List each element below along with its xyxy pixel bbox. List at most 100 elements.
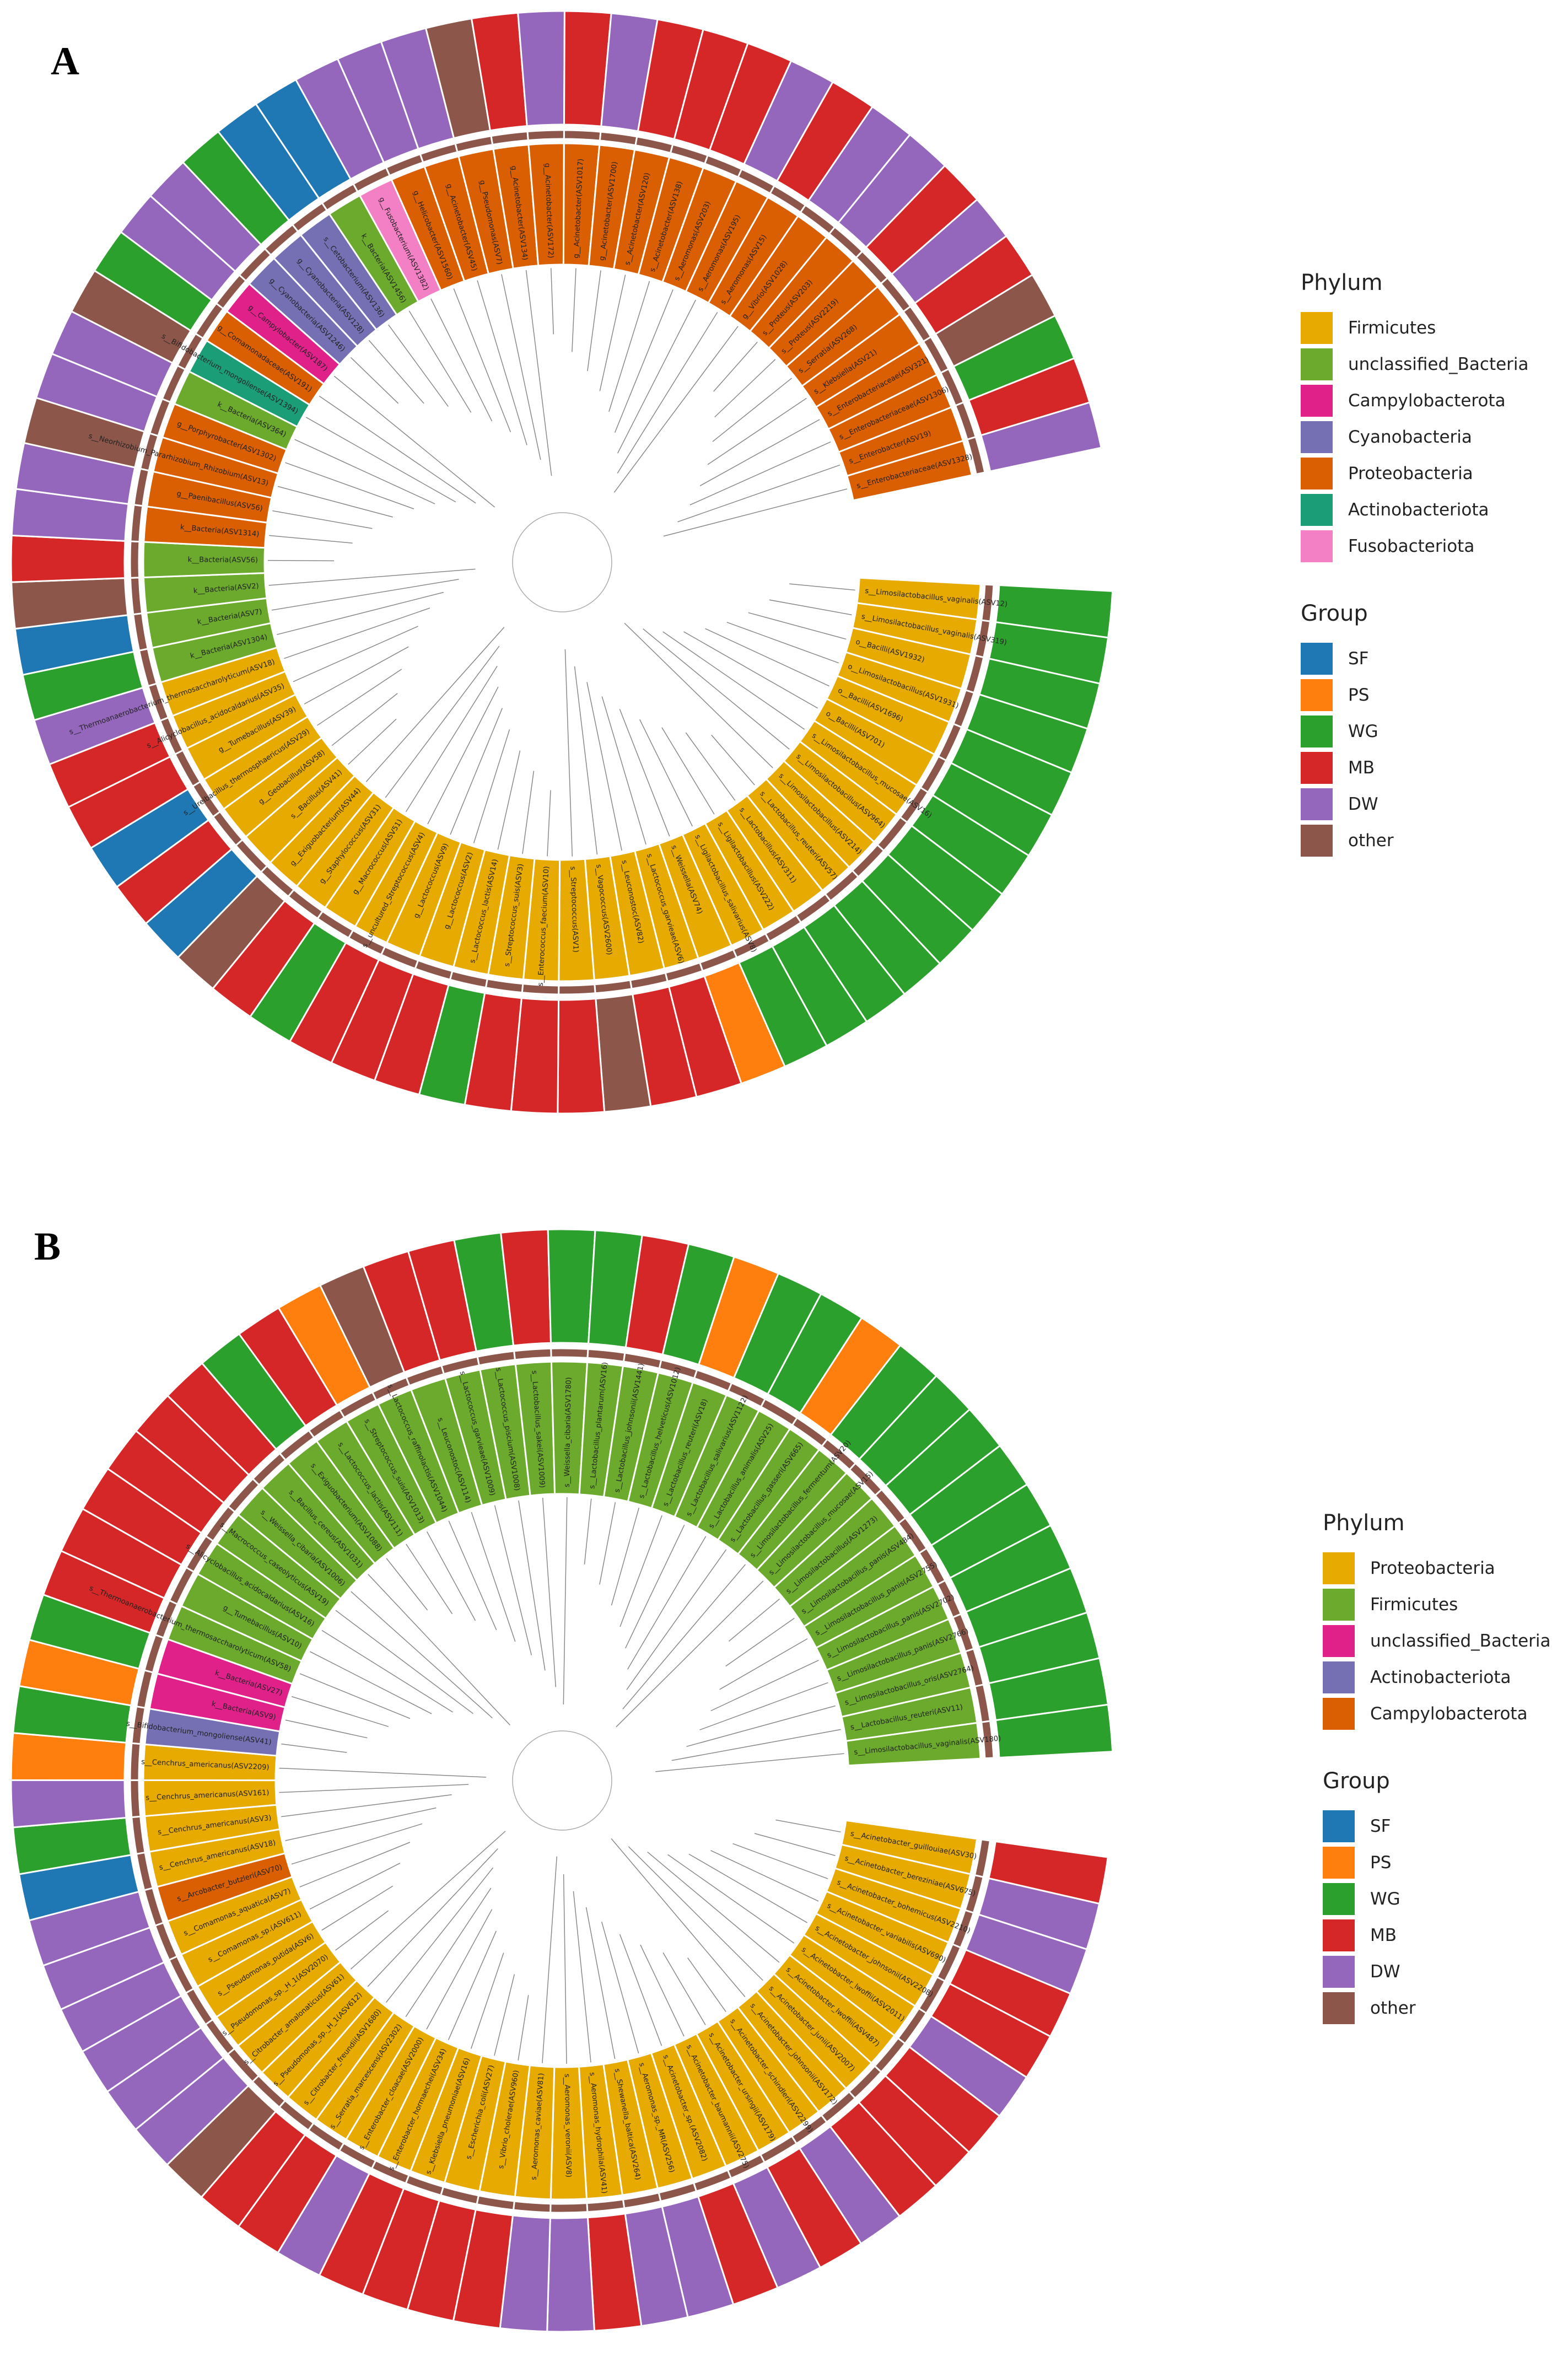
legend-item-campylobacterota: Campylobacterota (1301, 383, 1529, 419)
branch (619, 1515, 662, 1627)
branch (335, 1910, 389, 1951)
branch (614, 289, 673, 433)
branch (471, 1512, 516, 1642)
branch (622, 1564, 746, 1709)
branch (699, 1682, 828, 1730)
branch (351, 1591, 493, 1719)
legend-label: PS (1348, 685, 1370, 705)
group-legend-title: Group (1301, 601, 1368, 626)
legend-item-sf: SF (1301, 641, 1529, 677)
legend-swatch (1323, 1992, 1355, 2024)
legend-swatch (1323, 1810, 1355, 1842)
group-legend-title: Group (1323, 1768, 1390, 1794)
branch (625, 1524, 685, 1649)
legend-swatch (1323, 1552, 1355, 1584)
branch (726, 622, 839, 664)
branch (626, 1549, 727, 1690)
legend-item-proteobacteria: Proteobacteria (1323, 1550, 1551, 1586)
branch (350, 357, 399, 404)
ring-segment (558, 983, 596, 996)
legend-label: DW (1348, 794, 1378, 814)
branch (385, 646, 500, 798)
branch (573, 1891, 591, 2063)
legend-item-wg: WG (1323, 1881, 1551, 1917)
branch (714, 359, 776, 418)
group-bar-mb (557, 998, 606, 1115)
ring-segment (966, 435, 986, 476)
branch (525, 270, 552, 476)
branch (426, 1531, 476, 1621)
legend-swatch (1323, 1698, 1355, 1730)
branch (619, 709, 670, 837)
circular-tree-a: s__Limosilactobacillus_vaginalis(ASV12)s… (10, 10, 1114, 1115)
legend-label: MB (1370, 1925, 1397, 1945)
branch (335, 1610, 473, 1714)
branch (643, 628, 790, 750)
branch (542, 1498, 557, 1687)
branch (277, 486, 393, 518)
branch (305, 417, 456, 503)
ring-segment (974, 1683, 992, 1723)
ring-segment (513, 1347, 552, 1361)
ring-segment (129, 1779, 142, 1819)
branch (599, 275, 626, 391)
panel-a: s__Limosilactobacillus_vaginalis(ASV12) s… (0, 0, 1568, 1185)
branch (671, 1729, 841, 1761)
leaf-label: s__Aeromonas_veronii(ASV8) (563, 2074, 573, 2177)
branch (272, 510, 373, 529)
group-bar-dw (546, 2217, 596, 2333)
ring-segment (586, 1348, 626, 1363)
legend-label: WG (1348, 722, 1378, 741)
branch (574, 666, 598, 855)
tree-leaves: s__Limosilactobacillus_vaginalis(ASV12)s… (10, 10, 1114, 1115)
branch (450, 708, 503, 835)
branch (686, 1705, 836, 1747)
branch (663, 488, 848, 537)
legend-swatch (1323, 1661, 1355, 1693)
legend-item-campylobacterota: Campylobacterota (1323, 1696, 1551, 1732)
legend-label: DW (1370, 1962, 1400, 1982)
branch (563, 1497, 568, 1705)
leaf-label: k__Bacteria(ASV56) (188, 556, 258, 564)
panel-label: A (51, 39, 79, 83)
ring-segment (599, 131, 638, 147)
legend-swatch (1301, 530, 1333, 562)
ring-segment (129, 1742, 142, 1781)
branch (613, 326, 739, 493)
legend-label: Actinobacteriota (1348, 500, 1489, 520)
branch (453, 288, 511, 433)
ring-segment (129, 577, 143, 616)
branch (685, 732, 736, 801)
branch (427, 686, 499, 825)
legend-swatch (1323, 1883, 1355, 1915)
branch (321, 1630, 453, 1713)
branch (611, 1508, 640, 1606)
branch (277, 591, 444, 635)
ring-segment (132, 612, 149, 652)
branch (430, 298, 493, 422)
legend-label: unclassified_Bacteria (1348, 354, 1529, 374)
branch (291, 1696, 389, 1727)
branch (689, 441, 831, 505)
branch (365, 627, 505, 782)
branch (748, 612, 847, 640)
legend-label: WG (1370, 1889, 1400, 1909)
branch (405, 665, 498, 813)
branch (477, 280, 527, 445)
branch (547, 790, 551, 857)
phylum-legend-title: Phylum (1323, 1510, 1405, 1536)
branch (585, 1907, 616, 2059)
legend-item-unclassified-bacteria: unclassified_Bacteria (1323, 1623, 1551, 1659)
ring-segment (133, 467, 150, 507)
legend-swatch (1323, 1847, 1355, 1879)
legend-item-sf: SF (1323, 1808, 1551, 1844)
branch (713, 341, 758, 392)
leaf-label: g__Acinetobacter(ASV172) (543, 163, 555, 258)
legend-label: unclassified_Bacteria (1370, 1631, 1551, 1651)
ring-segment (512, 2200, 552, 2214)
branch (448, 1930, 497, 2041)
branch (584, 1498, 592, 1565)
legend-swatch (1301, 643, 1333, 675)
legend-item-ps: PS (1323, 1844, 1551, 1881)
branch (710, 1850, 819, 1902)
